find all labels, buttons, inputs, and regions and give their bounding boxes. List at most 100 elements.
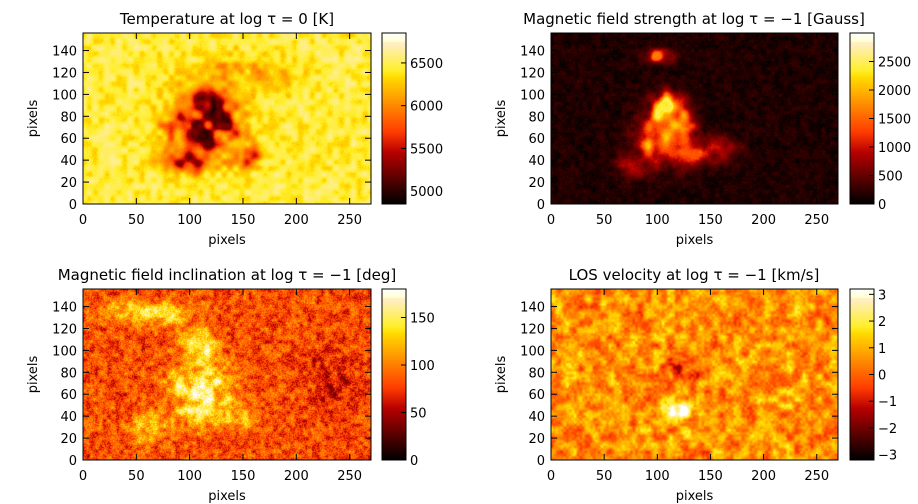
x-axis-label: pixels — [676, 489, 714, 504]
x-tick-label: 200 — [284, 469, 309, 484]
y-tick-label: 80 — [60, 110, 77, 125]
colorbar-tick-label: −2 — [878, 422, 897, 437]
y-tick-label: 100 — [520, 344, 545, 359]
colorbar-tick-label: 0 — [410, 454, 418, 469]
y-tick-label: 140 — [52, 301, 77, 316]
panel-title: Magnetic field inclination at log τ = −1… — [58, 266, 397, 284]
y-tick-label: 120 — [520, 66, 545, 81]
panel-title: Temperature at log τ = 0 [K] — [119, 10, 334, 28]
x-tick-label: 200 — [751, 469, 776, 484]
colorbar-tick-label: 50 — [410, 407, 427, 422]
y-tick-label: 60 — [528, 388, 545, 403]
x-tick-label: 50 — [128, 469, 145, 484]
y-tick-label: 60 — [60, 388, 77, 403]
x-tick-label: 0 — [547, 469, 555, 484]
y-axis-label: pixels — [494, 100, 509, 138]
x-tick-label: 250 — [804, 213, 829, 228]
heatmap-image — [551, 33, 838, 204]
x-tick-label: 150 — [698, 469, 723, 484]
x-tick-label: 50 — [596, 213, 613, 228]
y-tick-label: 0 — [537, 198, 545, 213]
x-tick-label: 250 — [337, 469, 362, 484]
y-tick-label: 120 — [52, 66, 77, 81]
y-tick-label: 60 — [528, 132, 545, 147]
y-tick-label: 140 — [520, 45, 545, 60]
y-tick-label: 40 — [60, 410, 77, 425]
colorbar-tick-label: 2500 — [878, 56, 911, 71]
y-tick-label: 0 — [69, 198, 77, 213]
y-tick-label: 140 — [520, 301, 545, 316]
colorbar-tick-label: 0 — [878, 198, 886, 213]
colorbar-tick-label: 5000 — [410, 185, 443, 200]
x-axis-label: pixels — [676, 233, 714, 248]
colorbar-tick-label: 150 — [410, 312, 435, 327]
y-tick-label: 20 — [60, 176, 77, 191]
colorbar — [382, 33, 406, 204]
y-tick-label: 100 — [52, 88, 77, 103]
panel-1: Temperature at log τ = 0 [K]0 50 100 150 200… — [26, 10, 443, 248]
y-tick-label: 80 — [60, 366, 77, 381]
x-tick-label: 200 — [751, 213, 776, 228]
heatmap-image — [551, 289, 838, 460]
colorbar-tick-label: 0 — [878, 369, 886, 384]
y-tick-label: 140 — [52, 45, 77, 60]
x-tick-label: 150 — [231, 469, 256, 484]
y-tick-label: 80 — [528, 110, 545, 125]
y-tick-label: 20 — [60, 432, 77, 447]
colorbar-tick-label: 500 — [878, 170, 903, 185]
heatmap-image — [83, 33, 371, 204]
x-tick-label: 0 — [547, 213, 555, 228]
y-tick-label: 120 — [520, 322, 545, 337]
y-tick-label: 100 — [52, 344, 77, 359]
y-axis-label: pixels — [494, 356, 509, 394]
colorbar-tick-label: 2000 — [878, 84, 911, 99]
colorbar-tick-label: 1500 — [878, 113, 911, 128]
x-tick-label: 0 — [79, 213, 87, 228]
x-tick-label: 100 — [177, 213, 202, 228]
colorbar-tick-label: −3 — [878, 449, 897, 464]
x-axis-label: pixels — [208, 489, 246, 504]
y-tick-label: 0 — [537, 454, 545, 469]
x-tick-label: 50 — [596, 469, 613, 484]
y-tick-label: 40 — [60, 154, 77, 169]
panel-2: Magnetic field strength at log τ = −1 [G… — [494, 10, 911, 248]
colorbar-tick-label: 2 — [878, 315, 886, 330]
y-axis-label: pixels — [26, 356, 41, 394]
x-tick-label: 150 — [698, 213, 723, 228]
y-tick-label: 20 — [528, 176, 545, 191]
colorbar-tick-label: −1 — [878, 395, 897, 410]
y-tick-label: 120 — [52, 322, 77, 337]
y-tick-label: 40 — [528, 154, 545, 169]
y-tick-label: 20 — [528, 432, 545, 447]
y-axis-label: pixels — [26, 100, 41, 138]
colorbar-tick-label: 1000 — [878, 141, 911, 156]
panel-4: LOS velocity at log τ = −1 [km/s]0 50 100 1… — [494, 266, 897, 504]
heatmap-image — [83, 289, 371, 460]
colorbar-frame — [381, 288, 407, 461]
colorbar-tick-label: 100 — [410, 359, 435, 374]
x-tick-label: 0 — [79, 469, 87, 484]
plot-frame — [82, 32, 372, 205]
y-tick-label: 100 — [520, 88, 545, 103]
panel-title: LOS velocity at log τ = −1 [km/s] — [569, 266, 820, 284]
x-tick-label: 250 — [804, 469, 829, 484]
colorbar-tick-label: 3 — [878, 288, 886, 303]
plot-frame — [82, 288, 372, 461]
y-tick-label: 0 — [69, 454, 77, 469]
colorbar-tick-label: 1 — [878, 342, 886, 357]
colorbar-tick-label: 6500 — [410, 57, 443, 72]
y-tick-label: 80 — [528, 366, 545, 381]
plot-frame — [550, 288, 839, 461]
y-tick-label: 40 — [528, 410, 545, 425]
y-tick-label: 60 — [60, 132, 77, 147]
x-tick-label: 250 — [337, 213, 362, 228]
panel-3: Magnetic field inclination at log τ = −1… — [26, 266, 435, 504]
x-tick-label: 100 — [645, 213, 670, 228]
x-tick-label: 200 — [284, 213, 309, 228]
x-axis-label: pixels — [208, 233, 246, 248]
colorbar-frame — [381, 32, 407, 205]
x-tick-label: 100 — [177, 469, 202, 484]
x-tick-label: 100 — [645, 469, 670, 484]
panel-title: Magnetic field strength at log τ = −1 [G… — [523, 10, 865, 28]
